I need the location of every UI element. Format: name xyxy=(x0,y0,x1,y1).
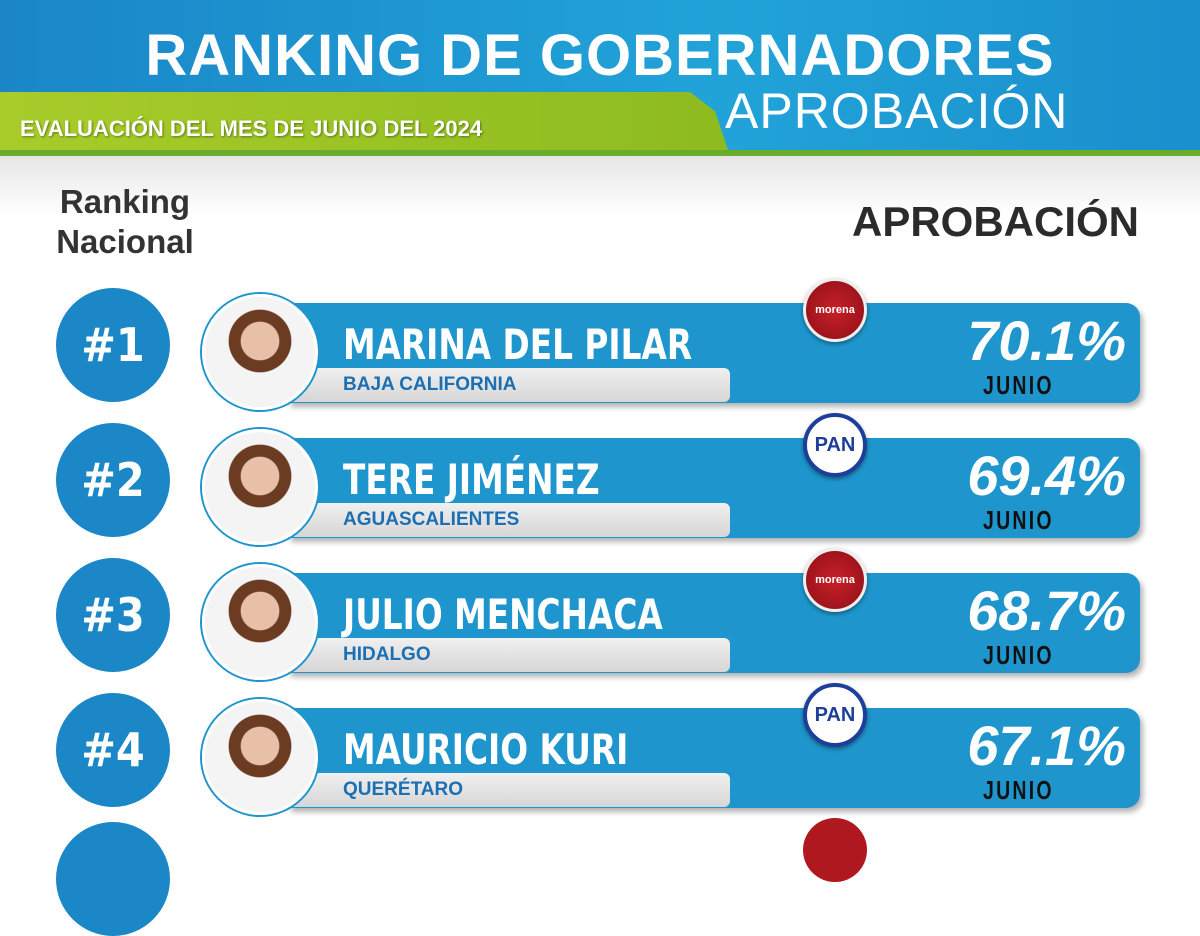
governor-row: #2 TERE JIMÉNEZ AGUASCALIENTES PAN 69.4%… xyxy=(0,413,1200,565)
page-subtitle: APROBACIÓN xyxy=(725,83,1069,139)
approval-value: 67.1% xyxy=(967,714,1126,777)
evaluation-period: EVALUACIÓN DEL MES DE JUNIO DEL 2024 xyxy=(20,116,483,141)
party-label: PAN xyxy=(814,433,856,456)
governor-state: BAJA CALIFORNIA xyxy=(343,374,517,395)
governor-row: #1 MARINA DEL PILAR BAJA CALIFORNIA more… xyxy=(0,278,1200,430)
state-bar xyxy=(288,368,730,402)
rank-badge-partial xyxy=(56,822,170,936)
governor-name: JULIO MENCHACA xyxy=(343,590,663,639)
party-logo-pan: PAN xyxy=(803,683,867,747)
party-label: morena xyxy=(815,574,855,586)
party-label: morena xyxy=(815,304,855,316)
party-logo-pan: PAN xyxy=(803,413,867,477)
governor-name: MARINA DEL PILAR xyxy=(343,320,693,369)
approval-month: JUNIO xyxy=(983,370,1054,400)
approval-month: JUNIO xyxy=(983,640,1054,670)
approval-month: JUNIO xyxy=(983,775,1054,805)
shadow xyxy=(0,156,1200,216)
state-bar xyxy=(288,503,730,537)
governor-photo xyxy=(202,294,318,410)
party-logo-morena: morena xyxy=(803,548,867,612)
approval-value: 68.7% xyxy=(967,579,1126,642)
approval-column-label: APROBACIÓN xyxy=(852,198,1140,245)
approval-month: JUNIO xyxy=(983,505,1054,535)
green-band xyxy=(0,92,730,156)
approval-value: 69.4% xyxy=(967,444,1126,507)
rank-badge: #3 xyxy=(56,558,170,672)
governor-name: TERE JIMÉNEZ xyxy=(343,455,600,504)
governor-row: #4 MAURICIO KURI QUERÉTARO PAN 67.1% JUN… xyxy=(0,683,1200,835)
state-bar xyxy=(288,773,730,807)
governor-state: AGUASCALIENTES xyxy=(343,509,520,530)
rank-badge: #1 xyxy=(56,288,170,402)
governor-state: HIDALGO xyxy=(343,644,431,665)
divider xyxy=(0,150,1200,156)
governor-photo xyxy=(202,429,318,545)
party-logo-morena: morena xyxy=(803,278,867,342)
governor-photo xyxy=(202,699,318,815)
governor-row: #3 JULIO MENCHACA HIDALGO morena 68.7% J… xyxy=(0,548,1200,700)
party-label: PAN xyxy=(814,703,856,726)
state-bar xyxy=(288,638,730,672)
approval-value: 70.1% xyxy=(967,309,1126,372)
governor-photo xyxy=(202,564,318,680)
governor-name: MAURICIO KURI xyxy=(343,725,629,774)
page-title: RANKING DE GOBERNADORES xyxy=(145,23,1055,88)
governor-state: QUERÉTARO xyxy=(343,779,463,800)
rank-badge: #2 xyxy=(56,423,170,537)
rank-badge: #4 xyxy=(56,693,170,807)
ranking-column-label: Ranking Nacional xyxy=(56,183,194,260)
